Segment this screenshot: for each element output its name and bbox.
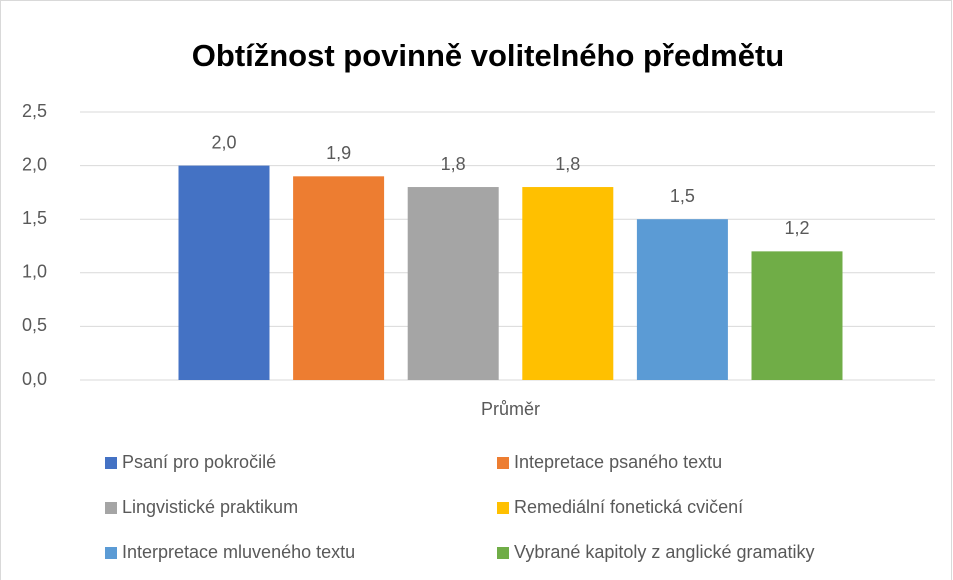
bar [293,176,385,380]
legend-swatch [497,457,509,469]
bar [178,165,270,380]
y-tick-label: 0,5 [22,315,47,335]
data-label: 1,8 [555,154,580,174]
y-tick-label: 2,5 [22,101,47,121]
bar [522,187,614,380]
data-label: 1,5 [670,186,695,206]
legend-swatch [105,502,117,514]
data-label: 2,0 [211,132,236,152]
legend-label: Lingvistické praktikum [122,497,298,517]
data-label: 1,2 [784,218,809,238]
legend-label: Psaní pro pokročilé [122,452,276,472]
bar [751,251,843,380]
legend-swatch [105,457,117,469]
y-tick-label: 0,0 [22,369,47,389]
legend-label: Vybrané kapitoly z anglické gramatiky [514,542,814,562]
y-tick-label: 1,0 [22,262,47,282]
y-tick-label: 2,0 [22,154,47,174]
y-tick-label: 1,5 [22,208,47,228]
data-label: 1,8 [441,154,466,174]
legend-swatch [105,547,117,559]
legend-label: Interpretace mluveného textu [122,542,355,562]
legend-label: Remediální fonetická cvičení [514,497,743,517]
chart-title: Obtížnost povinně volitelného předmětu [192,38,784,73]
bar [636,219,728,380]
bar [407,187,499,380]
legend-swatch [497,502,509,514]
legend-swatch [497,547,509,559]
x-tick-label: Průměr [481,399,540,419]
legend-label: Intepretace psaného textu [514,452,722,472]
data-label: 1,9 [326,143,351,163]
